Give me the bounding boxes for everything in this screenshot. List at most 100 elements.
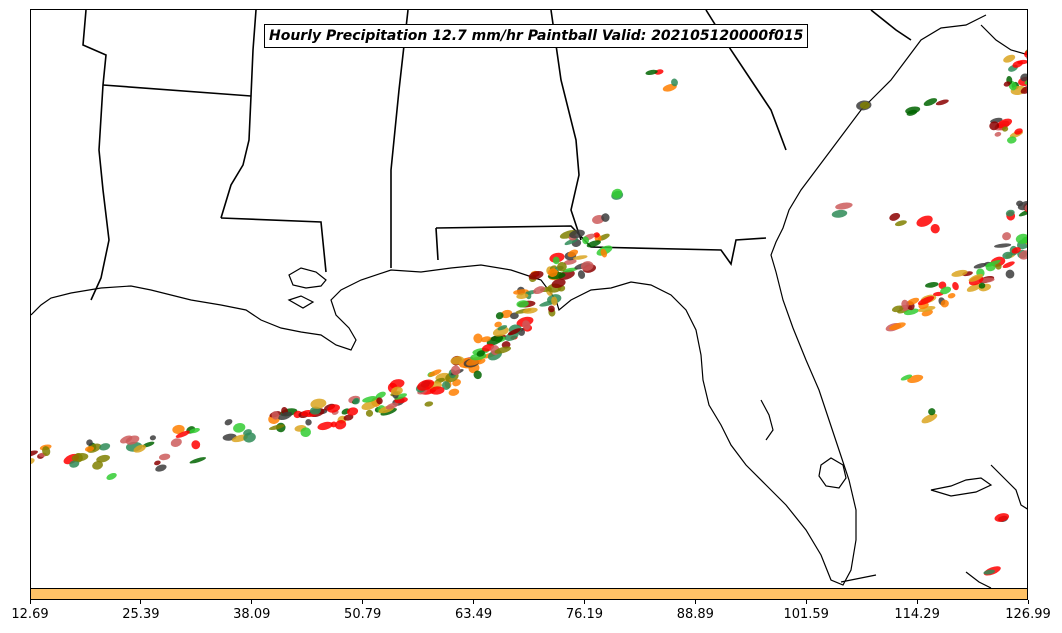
paintball-blob — [1005, 209, 1015, 217]
paintball-blob — [906, 297, 920, 306]
paintball-blob — [133, 444, 146, 453]
paintball-blob — [317, 421, 333, 431]
paintball-blob — [96, 454, 110, 463]
paintball-blob — [473, 370, 482, 380]
paintball-blob — [940, 299, 949, 308]
colorbar-tick-label: 12.69 — [11, 607, 49, 622]
paintball-blob — [671, 78, 678, 87]
paintball-blob — [891, 305, 904, 313]
paintball-blob — [450, 365, 461, 376]
paintball-blob — [548, 305, 555, 313]
paintball-blob — [985, 260, 1001, 267]
paintball-blob — [429, 386, 445, 395]
paintball-blob — [175, 430, 191, 438]
paintball-blob — [497, 325, 508, 331]
paintball-blob — [569, 229, 585, 239]
paintball-blob — [158, 453, 171, 461]
paintball-blob — [31, 458, 35, 466]
paintball-blob — [1012, 60, 1023, 68]
paintball-blob — [593, 232, 600, 238]
paintball-blob — [352, 397, 360, 405]
paintball-blob — [917, 296, 935, 306]
paintball-blob — [149, 435, 156, 441]
paintball-blob — [1018, 250, 1027, 260]
paintball-blob — [1002, 251, 1013, 260]
paintball-blob — [928, 408, 936, 416]
paintball-blob — [889, 322, 906, 331]
colorbar-tick-mark — [140, 600, 142, 604]
colorbar-tick-label: 101.59 — [783, 607, 829, 622]
paintball-blob — [376, 397, 383, 405]
colorbar-tick-mark — [362, 600, 364, 604]
paintball-blob — [925, 282, 939, 288]
paintball-blob — [31, 450, 38, 458]
paintball-blob — [989, 121, 1000, 131]
paintball-blob — [361, 400, 378, 410]
colorbar-tick-mark — [583, 600, 585, 604]
paintball-blob — [916, 215, 933, 227]
colorbar-tick-label: 50.79 — [344, 607, 382, 622]
paintball-blob — [278, 411, 293, 421]
paintball-blob — [224, 419, 233, 426]
colorbar-tick-mark — [805, 600, 807, 604]
paintball-blob — [582, 236, 590, 245]
paintball-blob — [330, 421, 337, 428]
coast-lake-okeechobee — [818, 457, 847, 489]
colorbar-tick-mark — [29, 600, 31, 604]
paintball-blob — [562, 267, 578, 273]
colorbar-tick-label: 25.39 — [122, 607, 160, 622]
paintball-blob — [375, 391, 386, 399]
state-line-al-panhandle — [435, 227, 439, 261]
paintball-blob — [551, 296, 558, 306]
paintball-blob — [528, 270, 544, 280]
paintball-blob — [365, 409, 374, 417]
paintball-blob — [601, 213, 610, 222]
paintball-blob — [334, 420, 347, 430]
paintball-blob — [500, 309, 513, 319]
paintball-blob — [310, 398, 327, 409]
map-panel: Hourly Precipitation 12.7 mm/hr Paintbal… — [30, 9, 1028, 589]
state-line-ms-river — [220, 10, 257, 219]
state-line-la-ms — [220, 217, 327, 273]
paintball-blob — [567, 249, 579, 258]
paintball-blob — [448, 388, 460, 396]
paintball-blob — [1014, 128, 1023, 135]
paintball-blob — [994, 513, 1010, 522]
coast-mississippi-delta — [288, 267, 327, 289]
paintball-blob — [978, 282, 986, 289]
paintball-blob — [1020, 73, 1027, 82]
paintball-blob — [347, 407, 359, 416]
paintball-blob — [577, 270, 586, 279]
paintball-blob — [994, 243, 1012, 248]
paintball-blob — [1015, 233, 1027, 244]
colorbar-tick-mark — [473, 600, 475, 604]
paintball-blob — [859, 101, 870, 109]
colorbar-tick-label: 38.09 — [233, 607, 271, 622]
paintball-blob — [522, 307, 538, 314]
paintball-blob — [966, 283, 983, 292]
state-line-ar-la — [102, 84, 252, 97]
paintball-blob — [92, 460, 104, 470]
state-line-al-fl — [435, 225, 767, 266]
paintball-blob — [84, 446, 95, 452]
paintball-blob — [935, 99, 949, 106]
paintball-blob — [172, 424, 185, 434]
paintball-blob — [1017, 201, 1027, 211]
paintball-blob — [951, 269, 968, 277]
paintball-blob — [983, 569, 996, 575]
paintball-blob — [170, 438, 182, 447]
paintball-blob — [476, 350, 485, 357]
paintball-blob — [243, 432, 256, 443]
paintball-blob — [563, 259, 577, 265]
paintball-blob — [424, 401, 434, 407]
paintball-blob — [533, 286, 546, 295]
paintball-blob — [69, 460, 80, 468]
paintball-blob — [1018, 208, 1027, 217]
paintball-blob — [996, 118, 1013, 129]
coast-lake-ponchartrain — [287, 295, 315, 309]
paintball-blob — [968, 273, 983, 282]
coast-bahamas-3 — [965, 571, 992, 588]
colorbar-tick-mark — [251, 600, 253, 604]
paintball-blob — [995, 263, 1002, 270]
paintball-blob — [921, 413, 938, 424]
